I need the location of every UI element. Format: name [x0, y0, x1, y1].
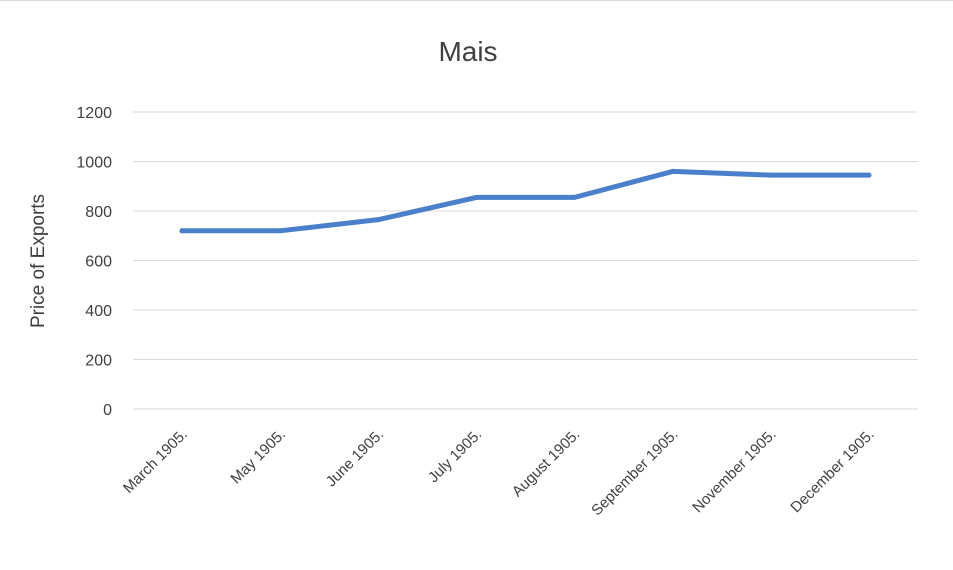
x-tick-label: November 1905.: [689, 426, 779, 516]
gridlines: [133, 111, 918, 410]
series-group: [179, 168, 872, 234]
x-axis-ticks: March 1905. May 1905. June 1905. July 1905.…: [120, 426, 878, 519]
data-point: [866, 172, 872, 178]
y-tick-label: 1000: [76, 155, 112, 172]
data-point: [473, 194, 479, 200]
y-tick-label: 400: [85, 303, 112, 320]
series-line: [179, 168, 872, 234]
x-tick-label: May 1905.: [227, 426, 289, 488]
y-axis-ticks: 0 200 400 600 800 1000 1200: [76, 105, 112, 419]
data-point: [277, 228, 283, 234]
y-axis-label: Price of Exports: [28, 194, 49, 328]
x-tick-label: July 1905.: [425, 426, 485, 486]
y-tick-label: 600: [85, 254, 112, 271]
x-tick-label: August 1905.: [509, 426, 584, 501]
data-point: [179, 228, 185, 234]
y-tick-label: 200: [85, 353, 112, 370]
data-point: [768, 172, 774, 178]
x-tick-label: December 1905.: [787, 426, 877, 516]
data-point: [670, 168, 676, 174]
x-tick-label: March 1905.: [120, 426, 191, 497]
data-point: [375, 217, 381, 223]
chart-title: Mais: [438, 36, 497, 67]
y-tick-label: 800: [85, 204, 112, 221]
y-tick-label: 1200: [76, 105, 112, 122]
x-tick-label: June 1905.: [323, 426, 388, 491]
x-tick-label: September 1905.: [588, 426, 681, 519]
data-point: [572, 194, 578, 200]
y-tick-label: 0: [103, 402, 112, 419]
